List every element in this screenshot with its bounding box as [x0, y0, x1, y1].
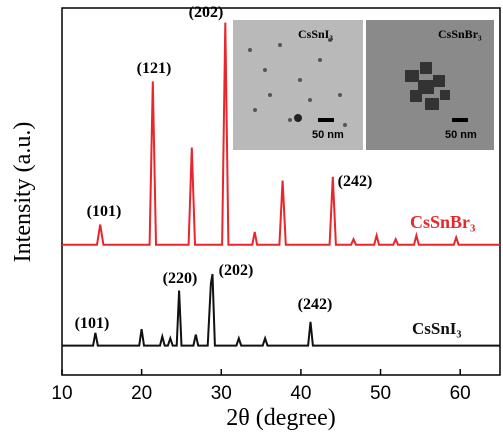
scale-label: 50 nm [312, 129, 344, 141]
peak-label: (101) [75, 315, 110, 332]
x-axis-label: 2θ (degree) [226, 405, 335, 431]
series-line [62, 273, 500, 347]
inset-label: CsSnI₃ [298, 27, 333, 41]
inset-label: CsSnBr₃ [438, 27, 482, 41]
peak-label: (242) [298, 296, 333, 313]
x-tick-label: 10 [51, 383, 72, 404]
peak-label: (242) [338, 173, 373, 190]
x-tick-label: 20 [131, 383, 152, 404]
x-tick-label: 50 [370, 383, 391, 404]
particles [248, 38, 347, 127]
peak-label: (101) [87, 203, 122, 220]
scale-label: 50 nm [445, 129, 477, 141]
particles [405, 62, 450, 110]
peak-label: (202) [219, 262, 254, 279]
x-tick-label: 40 [290, 383, 311, 404]
peak-label: (202) [189, 4, 224, 21]
x-tick-label: 30 [211, 383, 232, 404]
inset-images [233, 20, 494, 150]
peak-label: (220) [163, 270, 198, 287]
inset-image [233, 20, 363, 150]
peak-label: (121) [137, 60, 172, 77]
series-line [62, 22, 500, 246]
x-tick-label: 60 [450, 383, 471, 404]
y-axis-label: Intensity (a.u.) [10, 122, 36, 263]
series-label: CsSnBr₃ [410, 212, 476, 232]
plot-frame [61, 7, 501, 376]
series-label: CsSnI₃ [412, 319, 462, 338]
